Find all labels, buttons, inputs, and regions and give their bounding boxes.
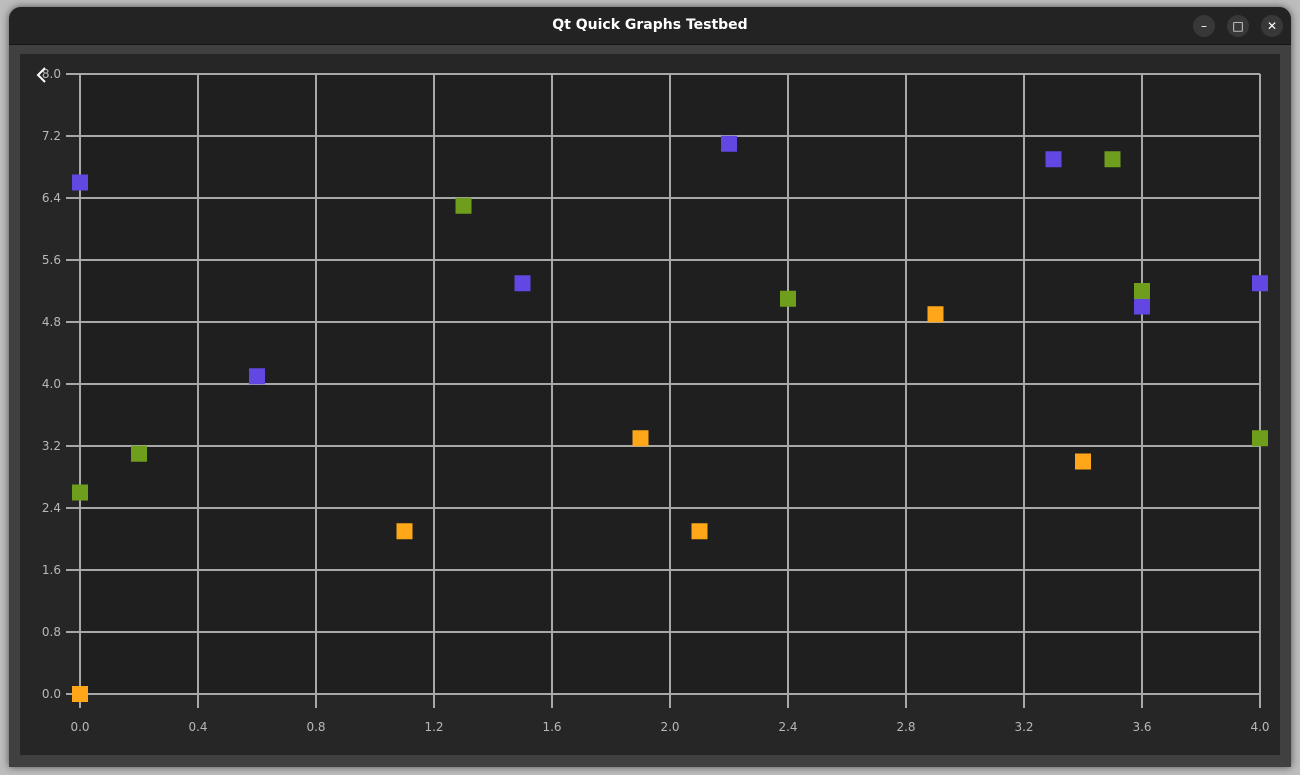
y-tick-label: 4.8 <box>42 315 61 329</box>
maximize-button[interactable]: □ <box>1227 15 1249 37</box>
scatter-point-series-3[interactable] <box>927 306 944 323</box>
scatter-point-series-3[interactable] <box>691 523 708 540</box>
minimize-button[interactable]: – <box>1193 15 1215 37</box>
x-tick-label: 3.2 <box>1014 720 1033 734</box>
x-tick-label: 0.0 <box>70 720 89 734</box>
x-tick-label: 2.8 <box>896 720 915 734</box>
scatter-point-series-3[interactable] <box>72 686 88 702</box>
title-bar: Qt Quick Graphs Testbed – □ ✕ <box>9 7 1291 45</box>
y-tick-label: 6.4 <box>42 191 61 205</box>
scatter-point-series-2[interactable] <box>1252 430 1268 447</box>
scatter-point-series-3[interactable] <box>396 523 413 540</box>
y-tick-label: 0.0 <box>42 687 61 701</box>
scatter-point-series-3[interactable] <box>632 430 649 447</box>
close-icon: ✕ <box>1266 19 1278 33</box>
scatter-point-series-1[interactable] <box>1134 298 1150 315</box>
scatter-point-series-2[interactable] <box>1134 283 1150 299</box>
scatter-point-series-1[interactable] <box>721 135 737 152</box>
chevron-left-icon[interactable] <box>36 67 46 83</box>
x-tick-label: 1.6 <box>542 720 561 734</box>
y-tick-label: 0.8 <box>42 625 61 639</box>
x-tick-label: 4.0 <box>1250 720 1269 734</box>
close-button[interactable]: ✕ <box>1261 15 1283 37</box>
scatter-point-series-1[interactable] <box>249 368 265 385</box>
scatter-point-series-2[interactable] <box>131 445 147 462</box>
scatter-point-series-2[interactable] <box>72 484 88 501</box>
scatter-point-series-1[interactable] <box>1252 275 1268 292</box>
x-tick-label: 2.0 <box>660 720 679 734</box>
x-tick-label: 3.6 <box>1132 720 1151 734</box>
x-tick-label: 1.2 <box>424 720 443 734</box>
y-tick-label: 7.2 <box>42 129 61 143</box>
scatter-point-series-2[interactable] <box>780 290 796 307</box>
y-tick-label: 5.6 <box>42 253 61 267</box>
y-tick-label: 1.6 <box>42 563 61 577</box>
y-tick-label: 4.0 <box>42 377 61 391</box>
x-tick-label: 0.8 <box>306 720 325 734</box>
x-tick-label: 2.4 <box>778 720 797 734</box>
scatter-point-series-3[interactable] <box>1075 453 1091 470</box>
maximize-icon: □ <box>1232 19 1244 33</box>
scatter-point-series-1[interactable] <box>1045 151 1062 168</box>
y-tick-label: 2.4 <box>42 501 61 515</box>
scatter-point-series-1[interactable] <box>72 174 88 191</box>
minimize-icon: – <box>1201 19 1207 33</box>
y-tick-label: 8.0 <box>42 67 61 81</box>
scatter-point-series-1[interactable] <box>514 275 531 292</box>
scatter-point-series-2[interactable] <box>455 197 472 214</box>
window-title: Qt Quick Graphs Testbed <box>552 17 748 33</box>
y-tick-label: 3.2 <box>42 439 61 453</box>
scatter-point-series-2[interactable] <box>1104 151 1121 168</box>
x-tick-label: 0.4 <box>188 720 207 734</box>
